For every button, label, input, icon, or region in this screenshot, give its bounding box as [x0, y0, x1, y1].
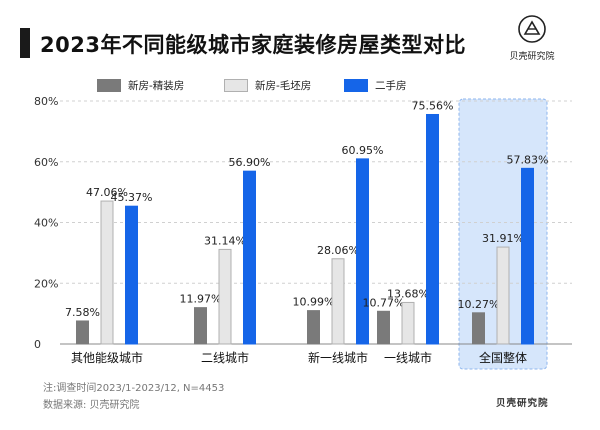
legend-label: 新房-毛坯房 [255, 79, 312, 92]
chart-title: 2023年不同能级城市家庭装修房屋类型对比 [40, 33, 466, 57]
y-tick-label: 40% [34, 217, 58, 230]
x-tick-label: 一线城市 [384, 350, 432, 365]
bar [76, 320, 89, 345]
data-label: 31.14% [204, 234, 246, 247]
y-tick-label: 60% [34, 156, 58, 169]
data-label: 60.95% [342, 144, 384, 157]
legend: 新房-精装房 新房-毛坯房 二手房 [0, 77, 600, 93]
bar [496, 246, 510, 345]
bar [307, 310, 320, 345]
bar [521, 167, 534, 345]
bar [218, 248, 232, 345]
legend-swatch [97, 78, 121, 92]
y-tick-label: 0 [34, 338, 41, 351]
data-label: 10.27% [458, 298, 500, 311]
y-tick-label: 80% [34, 95, 58, 108]
y-tick-label: 20% [34, 277, 58, 290]
data-label: 56.90% [229, 156, 271, 169]
brand-logo: 贝壳研究院 [502, 14, 562, 62]
bar [472, 312, 485, 345]
x-tick-label: 二线城市 [201, 350, 249, 365]
x-tick-label: 全国整体 [479, 350, 527, 365]
data-label: 57.83% [507, 153, 549, 166]
brand-watermark: 贝壳研究院 [496, 398, 549, 409]
data-label: 13.68% [387, 287, 429, 300]
data-label: 7.58% [65, 306, 100, 319]
footer-source: 数据来源: 贝壳研究院 [43, 400, 140, 411]
brand-logo-icon [518, 15, 546, 43]
legend-item: 新房-精装房 [97, 77, 184, 93]
bar [426, 113, 439, 345]
data-label: 10.77% [363, 296, 405, 309]
legend-label: 新房-精装房 [128, 79, 185, 92]
data-label: 47.06% [86, 186, 128, 199]
data-label: 75.56% [412, 99, 454, 112]
bar [401, 301, 415, 345]
title-accent-bar [20, 28, 30, 58]
legend-swatch [224, 78, 248, 92]
legend-item: 新房-毛坯房 [224, 77, 311, 93]
legend-swatch [344, 78, 368, 92]
data-label: 31.91% [482, 232, 524, 245]
bar [100, 200, 114, 345]
brand-logo-text: 贝壳研究院 [509, 52, 555, 62]
bar [243, 170, 256, 345]
x-tick-label: 新一线城市 [308, 350, 368, 365]
legend-item: 二手房 [344, 77, 407, 93]
x-tick-label: 其他能级城市 [71, 350, 143, 365]
data-label: 45.37% [111, 191, 153, 204]
footer: 注:调查时间2023/1-2023/12, N=4453 数据来源: 贝壳研究院 [43, 380, 224, 414]
bar [377, 310, 390, 345]
bar [356, 158, 369, 345]
data-label: 28.06% [317, 244, 359, 257]
bar [331, 258, 345, 345]
legend-label: 二手房 [375, 79, 407, 92]
bar [194, 307, 207, 345]
footer-note: 注:调查时间2023/1-2023/12, N=4453 [43, 383, 225, 394]
data-label: 10.99% [293, 296, 335, 309]
data-label: 11.97% [180, 293, 222, 306]
bar [125, 205, 138, 345]
